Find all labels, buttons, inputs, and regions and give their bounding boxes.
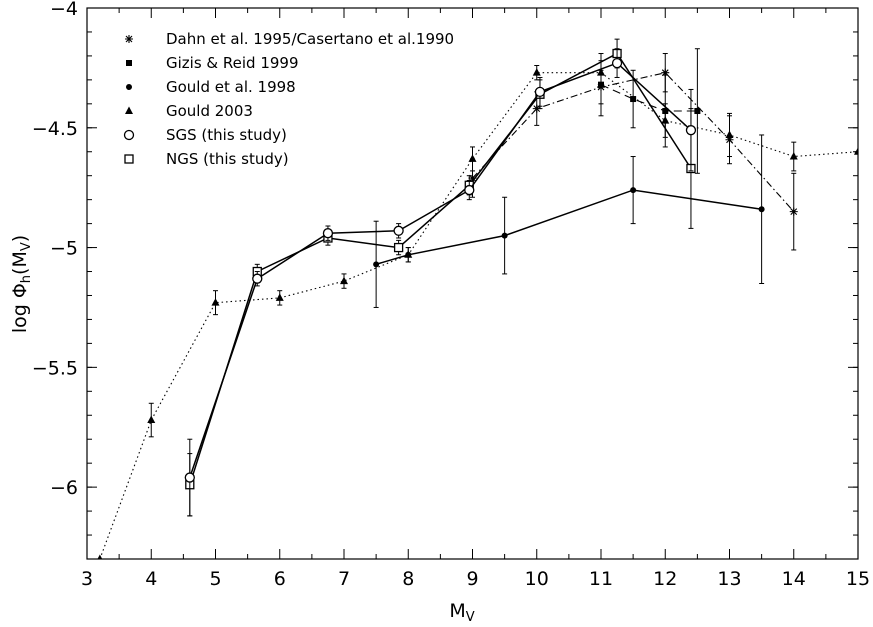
x-axis-label: MV (449, 600, 474, 625)
legend-label: Gizis & Reid 1999 (166, 54, 299, 72)
x-tick-label: 9 (466, 568, 478, 590)
legend-label: Gould 2003 (166, 102, 253, 120)
data-point (501, 232, 508, 239)
y-tick-label: −5.5 (32, 357, 78, 379)
data-point (662, 108, 669, 115)
series-4 (184, 48, 697, 517)
legend-label: Dahn et al. 1995/Casertano et al.1990 (166, 30, 454, 48)
series-layer (97, 38, 858, 559)
data-point (468, 154, 477, 162)
legend-label: Gould et al. 1998 (166, 78, 296, 96)
x-tick-label: 13 (717, 568, 741, 590)
data-point (598, 81, 604, 88)
legend-marker (123, 129, 135, 141)
data-point (661, 68, 670, 77)
x-tick-label: 11 (589, 568, 613, 590)
data-point (532, 68, 541, 76)
x-tick-label: 4 (145, 568, 157, 590)
x-tick-label: 10 (525, 568, 549, 590)
y-axis-label-paren: (M (9, 251, 31, 275)
y-axis-label-sub: h (19, 275, 34, 283)
x-axis-label-sub: V (466, 610, 475, 625)
data-point (789, 207, 798, 216)
data-point (393, 242, 404, 253)
x-tick-label: 6 (274, 568, 286, 590)
x-axis-label-main: M (449, 600, 465, 622)
x-tick-label: 12 (653, 568, 677, 590)
y-tick-label: −4 (50, 0, 78, 20)
series-line (600, 84, 698, 112)
data-point (373, 261, 380, 268)
y-tick-label: −4.5 (32, 118, 78, 140)
data-point (758, 206, 765, 213)
x-tick-label: 3 (81, 568, 93, 590)
legend-marker (126, 60, 132, 66)
series-line (99, 72, 858, 559)
data-point (464, 184, 475, 196)
data-point (393, 225, 404, 236)
series-line (189, 52, 692, 485)
legend-label: SGS (this study) (166, 126, 287, 144)
data-point (789, 152, 798, 160)
y-axis-label-prefix: log Φ (9, 283, 31, 333)
data-point (611, 57, 623, 69)
y-axis-label-close: ) (9, 235, 31, 242)
data-point (322, 228, 334, 239)
data-point (630, 187, 637, 194)
y-tick-label: −6 (50, 477, 78, 499)
data-point (532, 104, 541, 113)
data-point (534, 86, 546, 97)
data-point (340, 276, 348, 285)
x-tick-label: 14 (782, 568, 806, 590)
x-tick-label: 15 (846, 568, 870, 590)
legend: Dahn et al. 1995/Casertano et al.1990 Giz… (123, 30, 454, 168)
legend-label: NGS (this study) (166, 150, 289, 168)
data-point (405, 251, 412, 258)
series-1 (598, 48, 701, 174)
data-point (184, 472, 195, 483)
series-line (189, 62, 692, 478)
axes: 3 4 5 6 7 8 9 10 11 12 13 14 15 −4 −4.5 −5 −5.5 −6 (32, 0, 870, 590)
data-point (694, 108, 701, 115)
x-tick-label: 8 (402, 568, 414, 590)
data-point (211, 298, 220, 306)
x-tick-label: 5 (209, 568, 221, 590)
data-point (630, 96, 637, 103)
legend-marker (124, 154, 134, 164)
data-point (97, 554, 103, 559)
x-tick-label: 7 (338, 568, 350, 590)
y-tick-label: −5 (50, 238, 78, 260)
legend-marker (125, 106, 133, 114)
series-line (375, 189, 762, 266)
data-point (468, 174, 477, 183)
series-2 (373, 134, 765, 308)
data-point (275, 293, 284, 301)
data-point (854, 147, 858, 155)
y-axis-label-paren-sub: V (19, 242, 34, 251)
y-axis-label: log Φh(MV) (9, 235, 34, 333)
legend-marker (126, 84, 132, 90)
data-point (685, 125, 697, 136)
data-point (252, 273, 263, 284)
data-point (725, 135, 734, 144)
legend-marker (125, 35, 133, 43)
data-point (147, 415, 156, 424)
